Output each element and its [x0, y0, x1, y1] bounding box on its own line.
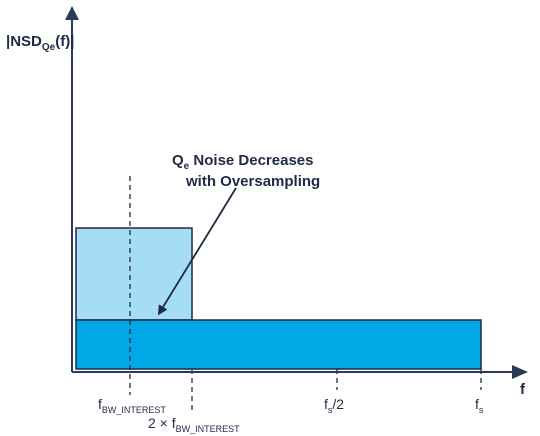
tick-bw-main: f — [98, 396, 102, 412]
tick-fs-sub: s — [479, 405, 484, 415]
noise-block-nyquist — [75, 227, 193, 321]
tick-fs-half-main: f — [324, 396, 328, 412]
annotation-q: Q — [172, 152, 184, 169]
tick-label-two-bw-interest: 2 × fBW_INTEREST — [148, 415, 240, 434]
tick-label-fs: fs — [475, 396, 484, 415]
x-axis-arrowhead — [512, 365, 528, 379]
tick-fs-main: f — [475, 396, 479, 412]
tick-bw-sub: BW_INTEREST — [102, 405, 167, 415]
y-axis-arrowhead — [65, 6, 79, 20]
tick-two-bw-sub: BW_INTEREST — [176, 424, 241, 434]
y-axis-label: |NSDQe(f)| — [6, 33, 74, 53]
annotation-line-1-tail: Noise Decreases — [189, 152, 313, 169]
annotation-q-sub: e — [184, 161, 190, 172]
annotation-arrow — [157, 187, 237, 316]
tick-label-fs-half: fs/2 — [324, 396, 344, 415]
noise-block-oversampled — [75, 319, 482, 370]
y-axis-label-tail: (f)| — [55, 33, 74, 50]
y-axis-label-sub: Qe — [42, 42, 56, 53]
tick-two-bw-prefix: 2 × f — [148, 415, 176, 431]
x-axis-label: f — [520, 381, 526, 398]
annotation-line-1: Qe Noise Decreases — [172, 152, 313, 172]
y-axis-label-main: |NSD — [6, 33, 42, 50]
tick-label-bw-interest: fBW_INTEREST — [98, 396, 166, 415]
tick-fs-half-sub: s — [328, 405, 333, 415]
annotation-line-2: with Oversampling — [185, 173, 320, 190]
tick-fs-half-tail: /2 — [332, 396, 344, 412]
